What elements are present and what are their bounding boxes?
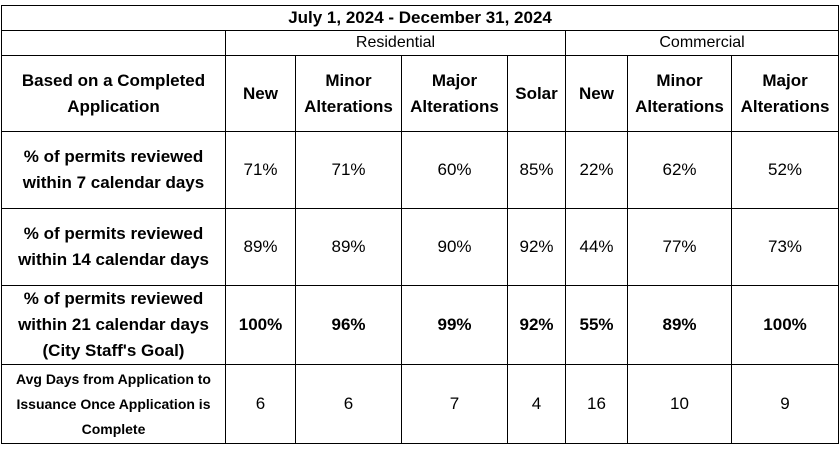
group-commercial: Commercial	[564, 30, 840, 56]
value-cell: 52%	[730, 131, 840, 209]
value-cell: 92%	[507, 208, 566, 286]
row-label-header: Based on a Completed Application	[1, 55, 226, 132]
title-row: July 1, 2024 - December 31, 2024	[0, 5, 840, 31]
value-cell: 71%	[295, 131, 402, 209]
value-cell: 92%	[507, 285, 566, 365]
col-commercial-new: New	[565, 55, 628, 132]
value-cell: 16	[565, 364, 628, 444]
col-commercial-minor: Minor Alterations	[627, 55, 732, 132]
value-cell: 77%	[627, 208, 732, 286]
value-cell: 100%	[730, 285, 840, 365]
header-row: Based on a Completed Application New Min…	[1, 55, 840, 132]
row-label: Avg Days from Application to Issuance On…	[1, 364, 226, 444]
value-cell: 73%	[730, 208, 840, 286]
row-label: % of permits reviewed within 14 calendar…	[1, 208, 226, 286]
table-row: Avg Days from Application to Issuance On…	[1, 364, 840, 444]
value-cell: 60%	[401, 131, 508, 209]
col-residential-minor: Minor Alterations	[295, 55, 402, 132]
value-cell: 6	[225, 364, 296, 444]
value-cell: 6	[295, 364, 402, 444]
value-cell: 100%	[225, 285, 296, 365]
row-label: % of permits reviewed within 21 calendar…	[1, 285, 226, 365]
value-cell: 10	[627, 364, 732, 444]
group-residential: Residential	[225, 30, 566, 56]
table-row: % of permits reviewed within 7 calendar …	[1, 131, 840, 209]
col-commercial-major: Major Alterations	[730, 55, 840, 132]
table-row: % of permits reviewed within 14 calendar…	[1, 208, 840, 286]
row-label: % of permits reviewed within 7 calendar …	[1, 131, 226, 209]
value-cell: 44%	[565, 208, 628, 286]
value-cell: 90%	[401, 208, 508, 286]
value-cell: 4	[507, 364, 566, 444]
col-residential-solar: Solar	[507, 55, 566, 132]
group-spacer	[1, 30, 226, 56]
table-title: July 1, 2024 - December 31, 2024	[0, 5, 840, 31]
table-row: % of permits reviewed within 21 calendar…	[1, 285, 840, 365]
value-cell: 7	[401, 364, 508, 444]
value-cell: 55%	[565, 285, 628, 365]
value-cell: 85%	[507, 131, 566, 209]
group-row: Residential Commercial	[1, 30, 840, 56]
value-cell: 9	[730, 364, 840, 444]
value-cell: 62%	[627, 131, 732, 209]
permit-review-table: July 1, 2024 - December 31, 2024 Residen…	[0, 5, 840, 444]
value-cell: 22%	[565, 131, 628, 209]
value-cell: 96%	[295, 285, 402, 365]
col-residential-new: New	[225, 55, 296, 132]
value-cell: 71%	[225, 131, 296, 209]
col-residential-major: Major Alterations	[401, 55, 508, 132]
value-cell: 99%	[401, 285, 508, 365]
value-cell: 89%	[627, 285, 732, 365]
value-cell: 89%	[225, 208, 296, 286]
value-cell: 89%	[295, 208, 402, 286]
